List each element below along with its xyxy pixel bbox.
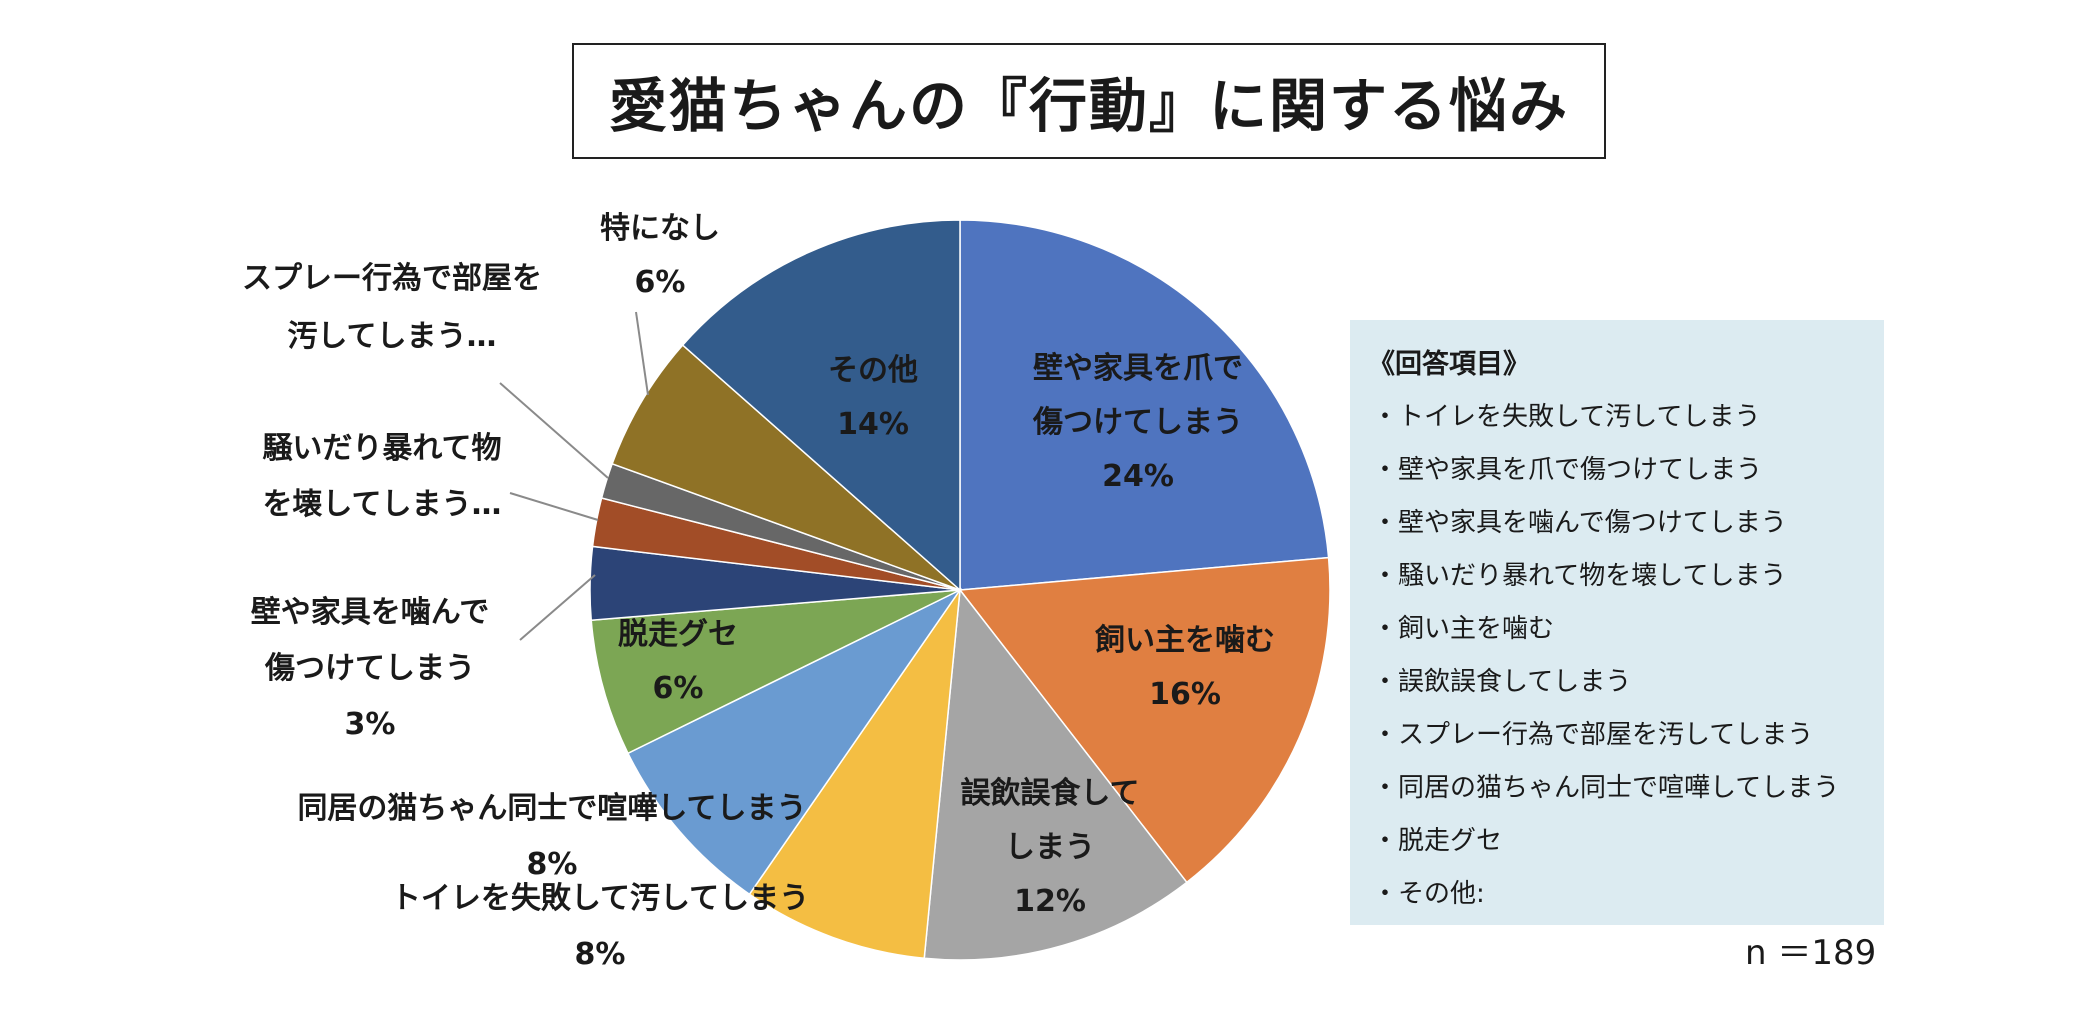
pie-slice [611, 344, 961, 591]
slice-category-label: スプレー行為で部屋を [242, 261, 542, 296]
legend-item: ・壁や家具を噛んで傷つけてしまう [1372, 508, 1787, 538]
slice-category-label: 飼い主を噛む [1095, 623, 1275, 658]
legend-item: ・誤飲誤食してしまう [1372, 667, 1632, 697]
pie-slice [626, 588, 963, 896]
slice-category-label: 騒いだり暴れて物 [262, 431, 501, 466]
slice-category-label: 壁や家具を噛んで [251, 595, 490, 630]
slice-percent-label: 14% [837, 407, 909, 442]
legend-panel: 《回答項目》 ・トイレを失敗して汚してしまう ・壁や家具を爪で傷つけてしまう ・… [1350, 320, 1884, 925]
leader-line [635, 311, 649, 396]
chart-title: 愛猫ちゃんの『行動』に関する悩み [572, 43, 1606, 159]
pie-slice [959, 219, 1330, 591]
slice-category-label: 特になし [600, 211, 720, 246]
slice-category-label: その他 [828, 353, 918, 388]
legend-item: ・同居の猫ちゃん同士で喧嘩してしまう [1372, 773, 1840, 803]
slice-category-label: 傷つけてしまう [264, 651, 475, 686]
leader-lines [499, 311, 649, 641]
pie-slice [590, 589, 961, 755]
leader-line [509, 492, 599, 521]
slice-percent-label: 24% [1102, 459, 1174, 494]
slice-labels: 壁や家具を爪で傷つけてしまう24%飼い主を噛む16%誤飲誤食してしまう12%トイ… [242, 211, 1275, 972]
slice-category-label: 同居の猫ちゃん同士で喧嘩してしまう [297, 791, 806, 826]
legend-item: ・騒いだり暴れて物を壊してしまう [1372, 561, 1787, 591]
leader-line [499, 382, 609, 479]
slice-percent-label: 3% [345, 707, 396, 742]
slice-percent-label: 16% [1149, 677, 1221, 712]
pie-slice [958, 556, 1331, 884]
legend-item: ・その他: [1372, 879, 1485, 909]
legend-item: ・スプレー行為で部屋を汚してしまう [1372, 720, 1814, 750]
leader-line [519, 574, 596, 641]
legend-item: ・壁や家具を爪で傷つけてしまう [1372, 455, 1763, 485]
legend-item: ・脱走グセ [1372, 826, 1503, 856]
slice-category-label: 壁や家具を爪で [1033, 351, 1243, 386]
pie-slice [681, 219, 961, 592]
pie-slice [923, 588, 1188, 961]
sample-size: n ＝189 [1745, 933, 1877, 973]
slice-percent-label: 8% [575, 937, 626, 972]
slice-percent-label: 12% [1014, 884, 1086, 919]
slice-category-label: 誤飲誤食して [960, 776, 1139, 811]
slice-category-label: を壊してしまう… [262, 487, 501, 522]
slice-percent-label: 8% [527, 847, 578, 882]
slice-percent-label: 6% [635, 265, 686, 300]
slice-category-label: 汚してしまう… [287, 319, 496, 354]
legend-heading: 《回答項目》 [1368, 349, 1530, 380]
pie-slice [748, 587, 962, 960]
legend-item: ・トイレを失敗して汚してしまう [1372, 402, 1761, 432]
slice-category-label: しまう [1005, 830, 1095, 865]
pie-slices [589, 219, 1331, 961]
slice-category-label: 傷つけてしまう [1032, 405, 1243, 440]
slice-category-label: 脱走グセ [618, 617, 738, 652]
slice-category-label: トイレを失敗して汚してしまう [391, 881, 809, 916]
legend-item: ・飼い主を噛む [1372, 614, 1555, 644]
slice-percent-label: 6% [653, 671, 704, 706]
